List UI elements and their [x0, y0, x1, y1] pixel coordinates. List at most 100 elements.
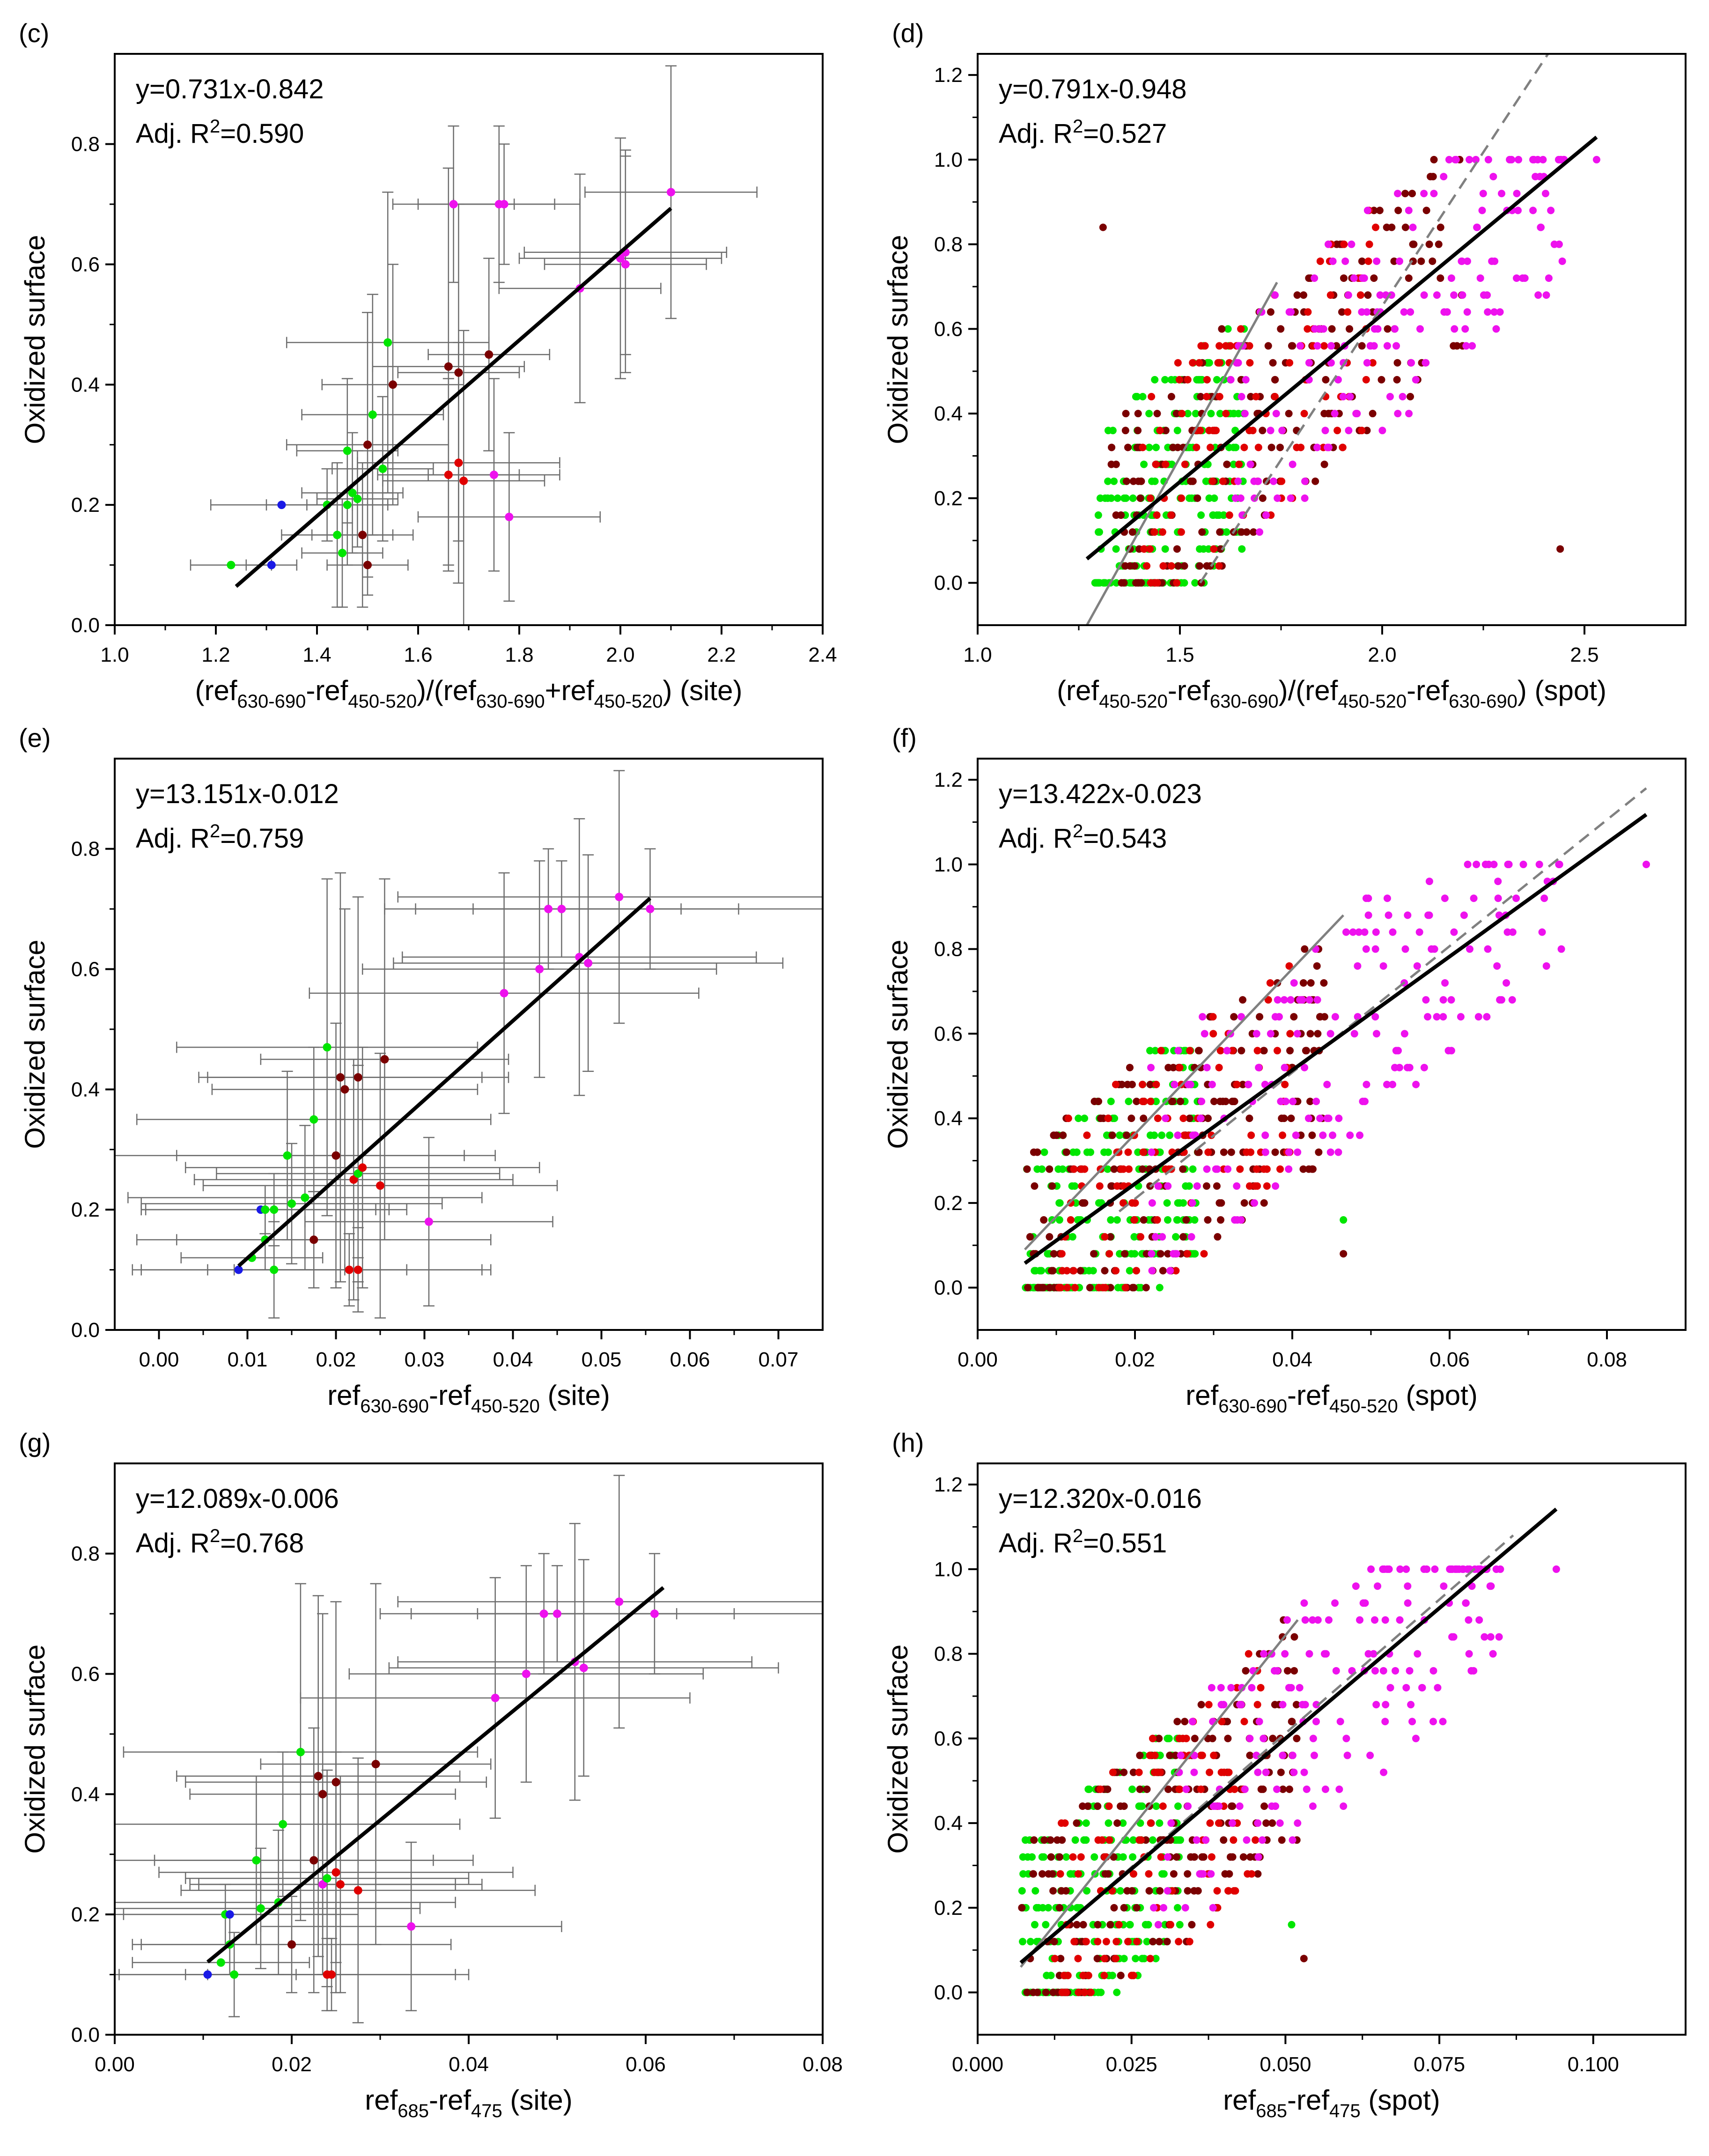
scatter-point-red	[1197, 1785, 1205, 1793]
y-tick-label: 0.0	[71, 1319, 100, 1342]
scatter-point-red	[1320, 342, 1328, 350]
scatter-point-magenta	[1305, 359, 1313, 367]
scatter-point-darkred	[1157, 1250, 1164, 1258]
scatter-point-magenta	[1241, 410, 1249, 418]
scatter-point-darkred	[1106, 1233, 1114, 1241]
scatter-point-red	[1119, 1199, 1127, 1207]
scatter-point-red	[1293, 443, 1301, 451]
scatter-point-magenta	[1341, 257, 1349, 265]
scatter-point-magenta	[1269, 477, 1277, 485]
scatter-point-red	[1083, 1131, 1091, 1139]
scatter-point-darkred	[1049, 1887, 1057, 1895]
scatter-point-green	[1116, 1887, 1124, 1895]
scatter-point-darkred	[1285, 410, 1293, 418]
scatter-point-darkred	[1137, 477, 1145, 485]
regression-equation: y=12.320x-0.016	[999, 1484, 1202, 1514]
scatter-point-red	[354, 1265, 362, 1274]
scatter-point-magenta	[1409, 223, 1417, 231]
scatter-point-magenta	[579, 1663, 588, 1672]
scatter-point-red	[1213, 1887, 1221, 1895]
scatter-point-magenta	[1378, 427, 1386, 435]
scatter-point-magenta	[1362, 945, 1370, 953]
scatter-point-magenta	[1294, 1148, 1302, 1156]
scatter-point-red	[1233, 1080, 1241, 1088]
scatter-point-green	[353, 495, 362, 503]
scatter-point-darkred	[1122, 477, 1130, 485]
scatter-point-red	[1210, 1751, 1218, 1759]
scatter-point-red	[1098, 1836, 1106, 1844]
scatter-point-magenta	[1329, 1131, 1337, 1139]
scatter-point-darkred	[1276, 443, 1284, 451]
scatter-point-darkred	[1120, 1904, 1128, 1912]
axes-frame	[977, 1462, 1687, 2036]
scatter-point-darkred	[1134, 410, 1142, 418]
scatter-point-magenta	[1278, 427, 1286, 435]
scatter-point-red	[1100, 1971, 1108, 1979]
scatter-point-magenta	[1287, 996, 1295, 1004]
scatter-point-magenta	[1534, 291, 1542, 299]
scatter-point-magenta	[1433, 1013, 1441, 1021]
scatter-point-darkred	[1257, 1785, 1265, 1793]
scatter-point-darkred	[1322, 376, 1330, 384]
scatter-point-green	[1152, 1955, 1160, 1963]
scatter-point-magenta	[1174, 1047, 1182, 1055]
scatter-point-magenta	[407, 1922, 416, 1931]
scatter-point-darkred	[1254, 1870, 1262, 1878]
x-tick-label: 0.01	[228, 1348, 268, 1371]
scatter-point-green	[1018, 1887, 1026, 1895]
scatter-point-red	[1201, 342, 1209, 350]
regression-line	[237, 897, 652, 1268]
y-tick-label: 0.6	[934, 1727, 963, 1750]
scatter-point-red	[1070, 1938, 1078, 1946]
scatter-point-magenta	[1474, 1013, 1482, 1021]
scatter-point-magenta	[1164, 1182, 1172, 1190]
scatter-point-red	[1209, 1030, 1217, 1038]
scatter-point-green	[1161, 376, 1169, 384]
scatter-point-magenta	[1418, 1683, 1426, 1691]
x-tick-label: 0.08	[1587, 1348, 1627, 1371]
scatter-point-red	[1102, 1938, 1110, 1946]
scatter-point-red	[1071, 1284, 1079, 1292]
scatter-point-darkred	[1393, 359, 1401, 367]
scatter-point-darkred	[1230, 1098, 1238, 1105]
y-tick-label: 1.2	[934, 64, 963, 87]
scatter-point-magenta	[1198, 1098, 1206, 1105]
y-axis-label: Oxidized surface	[19, 235, 51, 444]
scatter-point-magenta	[621, 260, 630, 269]
scatter-point-green	[1191, 1216, 1199, 1224]
scatter-point-darkred	[1285, 1785, 1293, 1793]
scatter-point-magenta	[1199, 1870, 1207, 1878]
scatter-point-darkred	[1155, 1938, 1163, 1946]
scatter-point-green	[1189, 1165, 1197, 1173]
scatter-point-magenta	[1309, 1802, 1317, 1810]
scatter-point-magenta	[1262, 1768, 1270, 1776]
scatter-point-red	[1175, 376, 1183, 384]
scatter-point-magenta	[1160, 1904, 1168, 1912]
scatter-point-magenta	[1484, 945, 1492, 953]
scatter-point-green	[1230, 410, 1238, 418]
scatter-point-darkred	[1026, 1233, 1034, 1241]
y-axis-label: Oxidized surface	[882, 940, 913, 1149]
scatter-point-darkred	[1171, 1751, 1179, 1759]
scatter-point-magenta	[1271, 291, 1279, 299]
scatter-point-red	[1167, 562, 1175, 570]
scatter-point-green	[1176, 1921, 1184, 1929]
scatter-point-magenta	[1391, 325, 1399, 333]
scatter-point-magenta	[1504, 860, 1512, 868]
scatter-point-magenta	[1466, 945, 1473, 953]
scatter-point-magenta	[1464, 860, 1472, 868]
scatter-point-magenta	[1420, 1565, 1428, 1573]
scatter-point-magenta	[1492, 1565, 1500, 1573]
scatter-point-darkred	[1417, 257, 1425, 265]
scatter-point-darkred	[1113, 1819, 1121, 1827]
scatter-point-magenta	[1412, 376, 1420, 384]
scatter-point-darkred	[1210, 1098, 1218, 1105]
chart-panel-h: (h) 0.000 0.025 0.050 0.075 0.100 0.0 0.2 0.4 0.6…	[882, 1428, 1687, 2121]
y-tick-label: 0.2	[934, 487, 963, 510]
scatter-point-magenta	[1515, 155, 1523, 163]
scatter-point-magenta	[1379, 1667, 1387, 1675]
scatter-point-magenta	[615, 893, 624, 901]
adjusted-r2: Adj. R2=0.590	[136, 116, 304, 149]
scatter-point-red	[1198, 1751, 1206, 1759]
scatter-point-darkred	[1164, 1785, 1172, 1793]
